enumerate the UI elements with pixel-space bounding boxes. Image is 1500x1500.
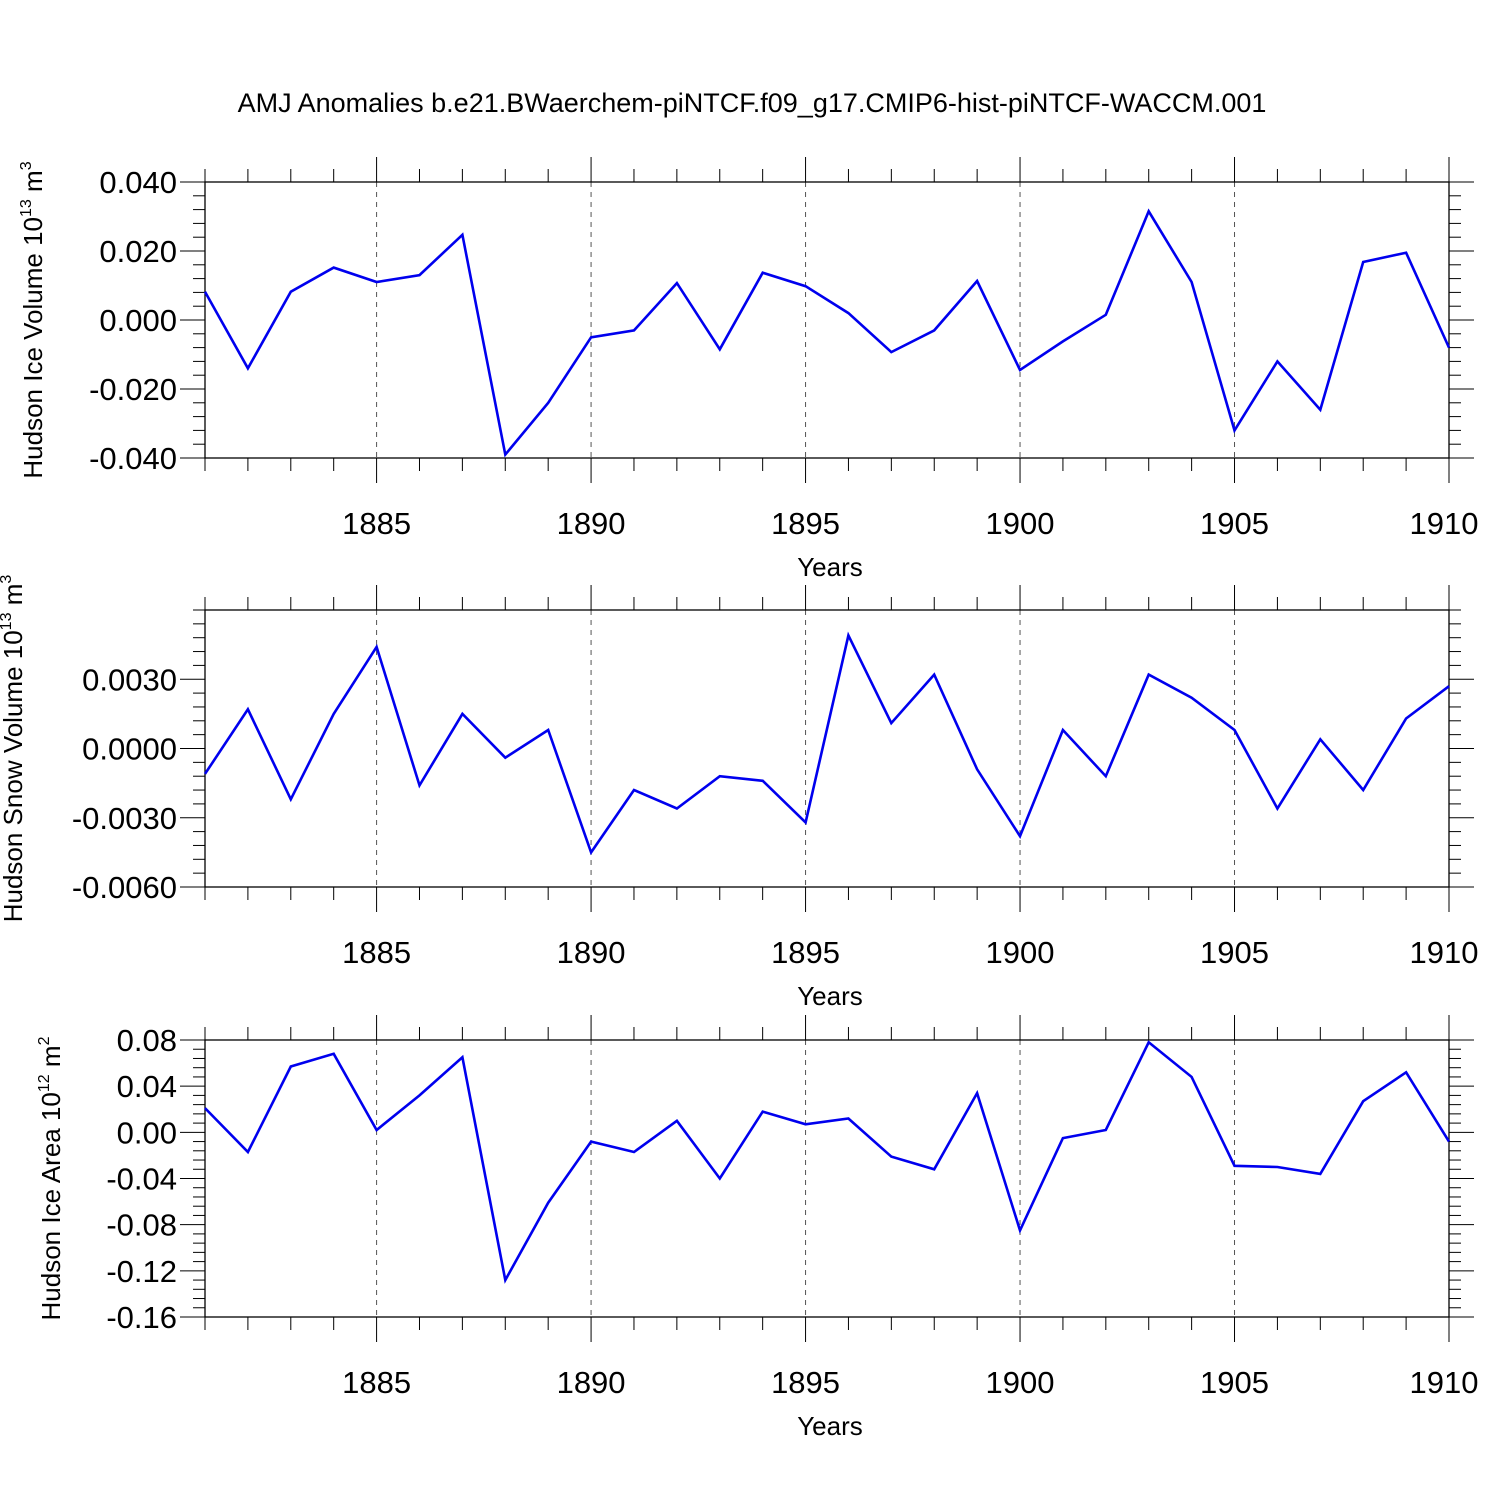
- x-tick-label: 1910: [1410, 935, 1479, 970]
- y-tick-label: -0.020: [89, 372, 177, 407]
- x-tick-label: 1895: [771, 935, 840, 970]
- x-tick-label: 1885: [342, 506, 411, 541]
- panel-ice-area: -0.16 -0.12 -0.08 -0.04 0.00 0.04 0.08 1885 1890…: [36, 1015, 1478, 1441]
- y-axis-label: Hudson Snow Volume 1013 m3: [0, 575, 28, 923]
- x-tick-label: 1905: [1200, 935, 1269, 970]
- y-axis-label: Hudson Ice Area 1012 m2: [36, 1036, 66, 1320]
- panel-snow-volume: -0.0060 -0.0030 0.0000 0.0030 1885 1890 1895 19…: [0, 575, 1478, 1011]
- x-tick-label: 1885: [342, 935, 411, 970]
- x-tick-label: 1900: [986, 1365, 1055, 1400]
- y-tick-label: -0.040: [89, 441, 177, 476]
- series-line-snow-volume: [203, 631, 1450, 856]
- y-tick-label: 0.08: [117, 1023, 177, 1058]
- panel-ice-volume: -0.040 -0.020 0.000 0.020 0.040 1885 1890 1895 1…: [18, 157, 1478, 582]
- y-tick-label: -0.04: [106, 1162, 177, 1197]
- y-tick-label: -0.12: [106, 1254, 177, 1289]
- x-tick-label: 1895: [771, 1365, 840, 1400]
- y-tick-label: 0.020: [99, 234, 177, 269]
- x-tick-label: 1900: [986, 506, 1055, 541]
- y-tick-label: -0.0060: [72, 870, 177, 905]
- x-tick-label: 1910: [1410, 506, 1479, 541]
- plot-frame: [204, 609, 1450, 888]
- series-line-ice-area: [204, 1040, 1451, 1284]
- plot-frame: [204, 1039, 1450, 1318]
- x-tick-label: 1890: [557, 1365, 626, 1400]
- x-tick-label: 1905: [1200, 506, 1269, 541]
- y-tick-label: 0.00: [117, 1115, 177, 1150]
- y-tick-label: 0.0030: [82, 662, 177, 697]
- x-tick-label: 1905: [1200, 1365, 1269, 1400]
- x-tick-label: 1885: [342, 1365, 411, 1400]
- y-axis-label: Hudson Ice Volume 1013 m3: [18, 161, 48, 478]
- x-tick-label: 1895: [771, 506, 840, 541]
- y-tick-label: -0.16: [106, 1300, 177, 1335]
- chart-title: AMJ Anomalies b.e21.BWaerchem-piNTCF.f09…: [238, 88, 1267, 118]
- y-tick-label: 0.000: [99, 303, 177, 338]
- y-tick-label: 0.04: [117, 1069, 177, 1104]
- series-line-ice-volume: [203, 208, 1451, 458]
- x-tick-label: 1900: [986, 935, 1055, 970]
- x-tick-label: 1910: [1410, 1365, 1479, 1400]
- x-tick-label: 1890: [557, 935, 626, 970]
- x-tick-label: 1890: [557, 506, 626, 541]
- y-tick-label: -0.08: [106, 1208, 177, 1243]
- x-axis-label: Years: [797, 1411, 863, 1441]
- y-tick-label: 0.040: [99, 165, 177, 200]
- x-axis-label: Years: [797, 552, 863, 582]
- y-tick-label: 0.0000: [82, 732, 177, 767]
- x-axis-label: Years: [797, 981, 863, 1011]
- plot-frame: [204, 181, 1450, 459]
- y-tick-label: -0.0030: [72, 801, 177, 836]
